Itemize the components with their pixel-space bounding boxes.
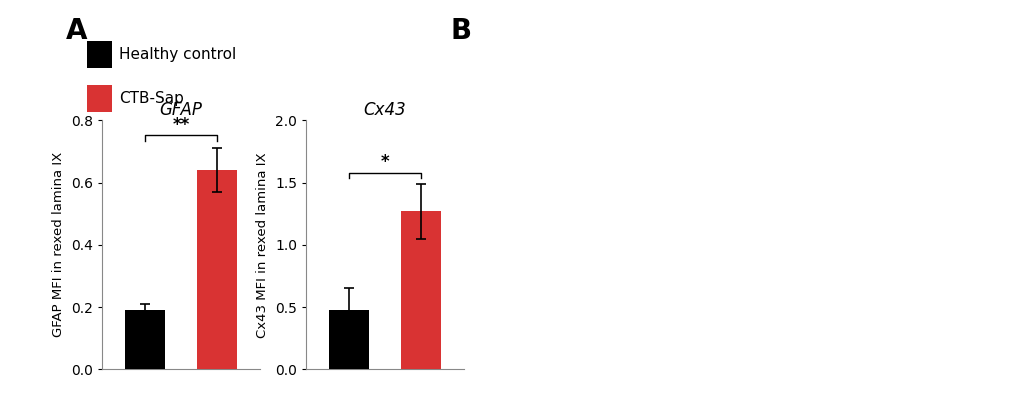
Text: CTB-Sap: CTB-Sap xyxy=(119,91,184,106)
Text: Healthy control: Healthy control xyxy=(119,47,236,62)
Text: B: B xyxy=(450,17,472,44)
Text: *: * xyxy=(380,154,389,171)
Bar xyxy=(400,211,440,369)
Title: GFAP: GFAP xyxy=(159,101,203,119)
Y-axis label: GFAP MFI in rexed lamina IX: GFAP MFI in rexed lamina IX xyxy=(52,152,65,337)
Title: Cx43: Cx43 xyxy=(364,101,406,119)
Text: A: A xyxy=(66,17,88,44)
Text: **: ** xyxy=(172,116,190,134)
Bar xyxy=(125,310,165,369)
Y-axis label: Cx43 MFI in rexed lamina IX: Cx43 MFI in rexed lamina IX xyxy=(256,152,269,338)
Bar xyxy=(197,170,236,369)
Bar xyxy=(329,310,369,369)
